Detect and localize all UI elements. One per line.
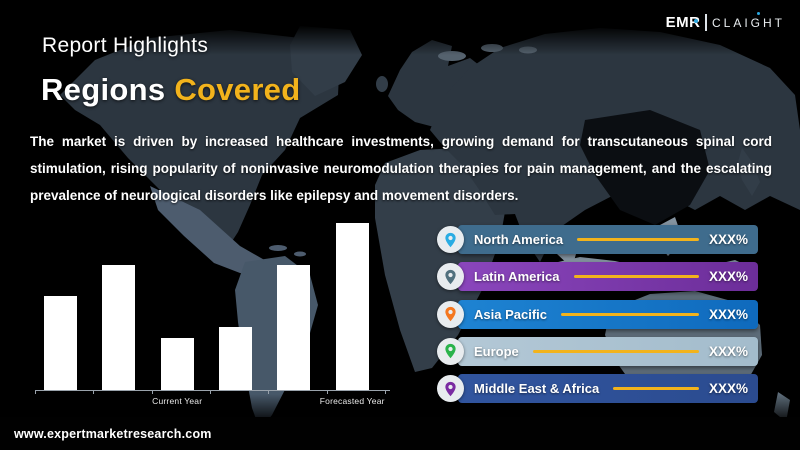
chart-bar bbox=[102, 265, 136, 390]
region-label: North America bbox=[474, 232, 564, 247]
axis-tick bbox=[35, 390, 36, 394]
region-bar: Asia Pacific XXX% bbox=[458, 299, 758, 329]
axis-tick bbox=[268, 390, 270, 394]
region-value: XXX% bbox=[708, 381, 748, 397]
region-connector-line bbox=[532, 349, 699, 353]
emr-claight-logo: EMR CLAIGHT bbox=[665, 11, 785, 31]
logo-suffix-text: CLAIGHT bbox=[712, 11, 785, 30]
region-connector-line bbox=[613, 387, 699, 391]
chart-bar bbox=[219, 327, 253, 390]
region-bar: Latin America XXX% bbox=[458, 262, 758, 292]
axis-tick bbox=[93, 390, 95, 394]
region-bar: Middle East & Africa XXX% bbox=[458, 374, 758, 404]
axis-tick bbox=[151, 390, 153, 394]
regions-list: North America XXX% Latin America XXX% As… bbox=[437, 225, 758, 404]
region-label: Asia Pacific bbox=[474, 306, 547, 322]
axis-category-label: Forecasted Year bbox=[319, 396, 385, 406]
region-value: XXX% bbox=[708, 343, 748, 359]
logo-divider bbox=[705, 14, 707, 31]
page-title: Regions Covered bbox=[41, 72, 300, 108]
region-connector-line bbox=[561, 312, 699, 316]
axis-category-label: Current Year bbox=[152, 396, 203, 406]
region-value: XXX% bbox=[708, 306, 748, 322]
map-pin-icon bbox=[445, 232, 456, 247]
map-pin-icon bbox=[445, 306, 456, 322]
region-label: Middle East & Africa bbox=[474, 381, 600, 397]
region-value: XXX% bbox=[708, 269, 748, 285]
title-accent-part: Covered bbox=[174, 72, 301, 107]
logo-accent-dot-icon bbox=[694, 18, 699, 23]
title-white-part: Regions bbox=[41, 72, 166, 107]
map-pin-badge bbox=[437, 263, 464, 291]
axis-tick bbox=[384, 390, 386, 394]
bar-chart: Current Year Forecasted Year bbox=[35, 223, 390, 406]
map-pin-icon bbox=[445, 344, 456, 359]
map-pin-icon bbox=[445, 381, 456, 396]
region-label: Latin America bbox=[474, 269, 560, 285]
website-url: www.expertmarketresearch.com bbox=[14, 426, 212, 441]
region-row-north-america: North America XXX% bbox=[437, 225, 758, 254]
chart-bar bbox=[44, 296, 78, 390]
region-connector-line bbox=[573, 275, 699, 279]
region-row-middle-east-africa: Middle East & Africa XXX% bbox=[437, 374, 758, 404]
logo-brand-text: EMR bbox=[665, 14, 701, 31]
region-row-europe: Europe XXX% bbox=[437, 336, 758, 366]
map-pin-badge bbox=[437, 375, 464, 403]
map-pin-badge bbox=[437, 337, 464, 365]
map-pin-badge bbox=[437, 226, 464, 253]
report-kicker: Report Highlights bbox=[42, 34, 209, 57]
region-row-asia-pacific: Asia Pacific XXX% bbox=[437, 299, 758, 329]
chart-bar bbox=[335, 223, 369, 390]
chart-bar bbox=[277, 265, 311, 390]
region-bar: North America XXX% bbox=[458, 225, 758, 254]
region-value: XXX% bbox=[708, 232, 748, 247]
axis-tick bbox=[209, 390, 211, 394]
footer-bar: www.expertmarketresearch.com bbox=[0, 417, 800, 450]
map-pin-icon bbox=[445, 269, 456, 284]
axis-tick bbox=[326, 390, 328, 394]
region-row-latin-america: Latin America XXX% bbox=[437, 262, 758, 292]
logo-i-dot-icon bbox=[756, 11, 760, 15]
chart-bar bbox=[160, 338, 194, 390]
region-bar: Europe XXX% bbox=[458, 336, 758, 366]
region-label: Europe bbox=[474, 343, 519, 359]
map-pin-badge bbox=[437, 300, 464, 328]
market-summary-paragraph: The market is driven by increased health… bbox=[30, 134, 772, 203]
region-connector-line bbox=[577, 238, 699, 241]
